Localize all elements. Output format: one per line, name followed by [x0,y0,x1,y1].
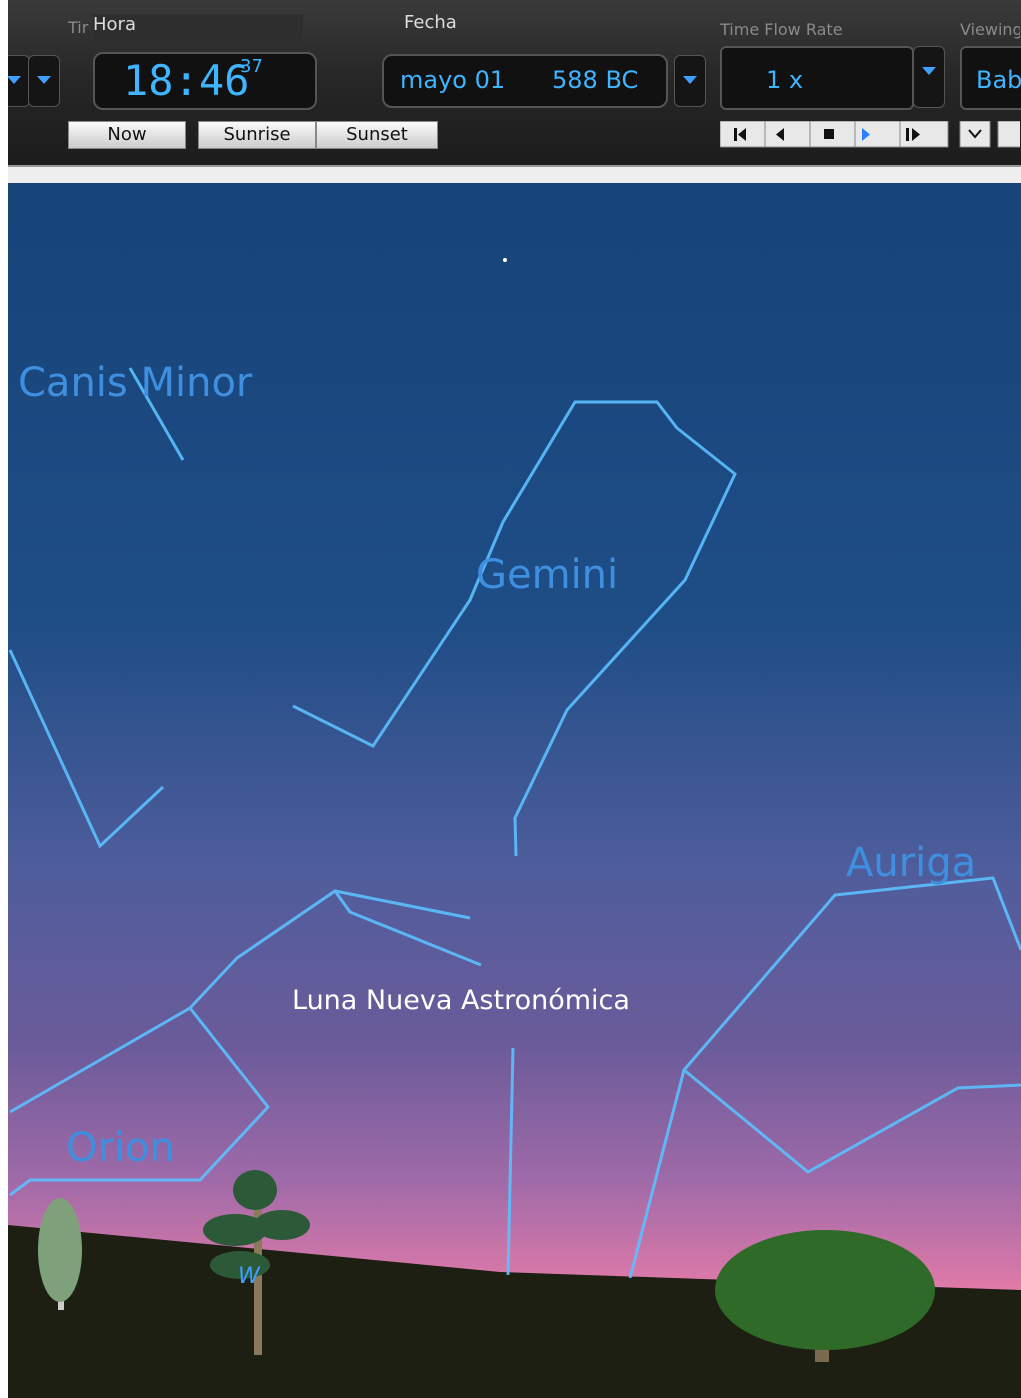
constellation-label: Orion [66,1125,175,1171]
constellation-label: Gemini [476,552,618,598]
page: Tir Hora Fecha Time Flow Rate Viewing 18… [0,0,1021,1398]
sky-view [0,0,1021,1398]
constellation-label: Auriga [846,840,976,886]
compass-label: W [238,1264,260,1289]
event-label: Luna Nueva Astronómica [292,985,630,1016]
constellation-label: Canis Minor [18,360,252,406]
